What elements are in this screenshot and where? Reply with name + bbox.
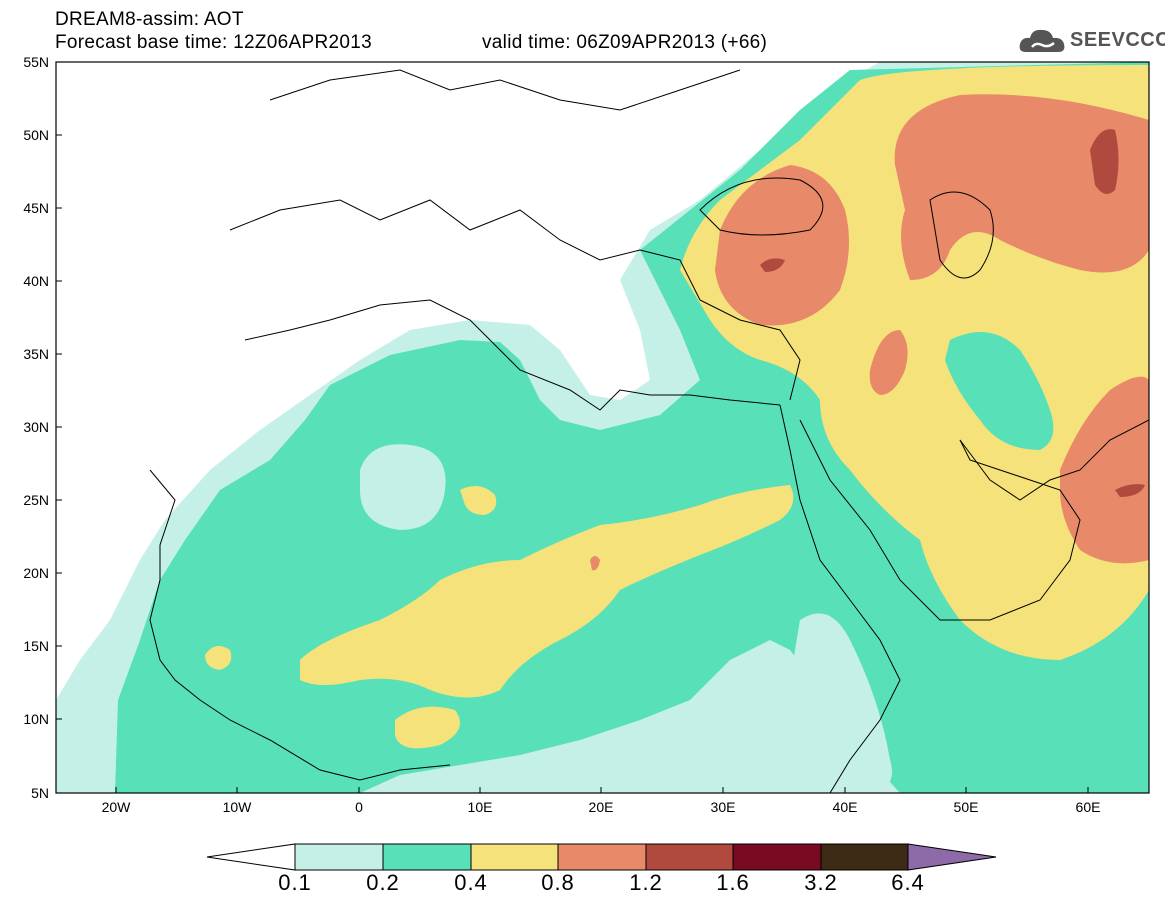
colorbar-swatch bbox=[557, 843, 647, 871]
colorbar-low-arrow bbox=[206, 843, 296, 871]
colorbar-swatch bbox=[294, 843, 384, 871]
aot-band-0.4-north bbox=[460, 486, 497, 515]
aot-contours bbox=[56, 62, 1149, 793]
colorbar-label: 3.2 bbox=[804, 870, 838, 895]
lon-labels: 20W 10W 0 10E 20E 30E 40E 50E 60E bbox=[102, 799, 1101, 815]
aot-band-0.4-west bbox=[205, 646, 232, 670]
coastline-black-sea bbox=[699, 177, 824, 236]
aot-band-1.2-iran bbox=[1115, 484, 1145, 497]
lon-label: 40E bbox=[833, 799, 858, 815]
aot-band-0.8-spot bbox=[590, 556, 600, 571]
cloud-icon bbox=[1019, 29, 1065, 52]
aot-band-1.2-caspian bbox=[1090, 129, 1119, 194]
aot-band-0.1-eastafrica bbox=[786, 613, 892, 793]
lat-label: 35N bbox=[23, 346, 49, 362]
seevccc-logo: SEEVCCC bbox=[1018, 24, 1165, 58]
aot-band-0.4 bbox=[300, 485, 794, 698]
coastline-west-africa bbox=[149, 469, 451, 781]
colorbar-label: 6.4 bbox=[891, 870, 925, 895]
map-title: DREAM8-assim: AOT bbox=[55, 9, 244, 30]
lat-label: 15N bbox=[23, 638, 49, 654]
lat-label: 40N bbox=[23, 273, 49, 289]
lat-label: 10N bbox=[23, 711, 49, 727]
lon-label: 20W bbox=[102, 799, 132, 815]
aot-band-1.2-turkey bbox=[760, 258, 785, 272]
coastline-levant bbox=[699, 299, 801, 401]
lon-label: 30E bbox=[711, 799, 736, 815]
coastline-red-sea bbox=[779, 404, 901, 793]
coastline-persian-gulf bbox=[959, 419, 1149, 501]
aot-band-0.8-turkey bbox=[715, 165, 849, 326]
lon-label: 50E bbox=[954, 799, 979, 815]
colorbar-label: 0.4 bbox=[454, 870, 488, 895]
colorbar-label: 0.1 bbox=[278, 870, 312, 895]
aot-band-0.8-caspian bbox=[894, 94, 1149, 281]
lon-label: 60E bbox=[1076, 799, 1101, 815]
colorbar-label: 1.2 bbox=[629, 870, 663, 895]
lon-label: 0 bbox=[355, 799, 363, 815]
lat-label: 25N bbox=[23, 492, 49, 508]
aot-band-0.8-iran bbox=[1060, 376, 1149, 564]
colorbar-label: 1.6 bbox=[716, 870, 750, 895]
colorbar-swatch bbox=[382, 843, 472, 871]
aot-band-0.1-sahara bbox=[360, 444, 446, 530]
valid-time: valid time: 06Z09APR2013 (+66) bbox=[482, 32, 768, 53]
colorbar-swatch bbox=[820, 843, 909, 871]
forecast-base-time: Forecast base time: 12Z06APR2013 bbox=[55, 32, 372, 53]
colorbar-swatch bbox=[732, 843, 822, 871]
aot-band-0.2-arabia bbox=[945, 332, 1054, 450]
lat-label: 5N bbox=[31, 785, 49, 801]
lon-label: 20E bbox=[589, 799, 614, 815]
coastline-europe-south bbox=[229, 199, 701, 301]
lat-axis bbox=[56, 61, 62, 794]
lon-label: 10E bbox=[468, 799, 493, 815]
aot-band-0.8-iraq bbox=[869, 330, 908, 395]
lon-axis bbox=[115, 787, 1089, 793]
colorbar bbox=[206, 843, 997, 871]
coastline-europe-north bbox=[269, 69, 741, 111]
logo-text: SEEVCCC bbox=[1070, 29, 1165, 51]
lat-label: 50N bbox=[23, 127, 49, 143]
lat-label: 55N bbox=[23, 54, 49, 70]
coastline-north-africa bbox=[244, 299, 781, 411]
coastlines bbox=[149, 69, 1149, 793]
lon-label: 10W bbox=[223, 799, 253, 815]
lat-label: 20N bbox=[23, 565, 49, 581]
lat-label: 45N bbox=[23, 200, 49, 216]
aot-band-0.4-south bbox=[395, 706, 460, 749]
colorbar-high-arrow bbox=[907, 843, 997, 871]
lat-label: 30N bbox=[23, 419, 49, 435]
colorbar-label: 0.2 bbox=[366, 870, 400, 895]
colorbar-swatch bbox=[470, 843, 559, 871]
colorbar-swatch bbox=[645, 843, 734, 871]
coastline-arabia bbox=[799, 419, 1081, 621]
lat-labels: 55N 50N 45N 40N 35N 30N 25N 20N 15N 10N … bbox=[23, 54, 49, 801]
colorbar-label: 0.8 bbox=[541, 870, 575, 895]
coastline-caspian bbox=[929, 191, 994, 279]
